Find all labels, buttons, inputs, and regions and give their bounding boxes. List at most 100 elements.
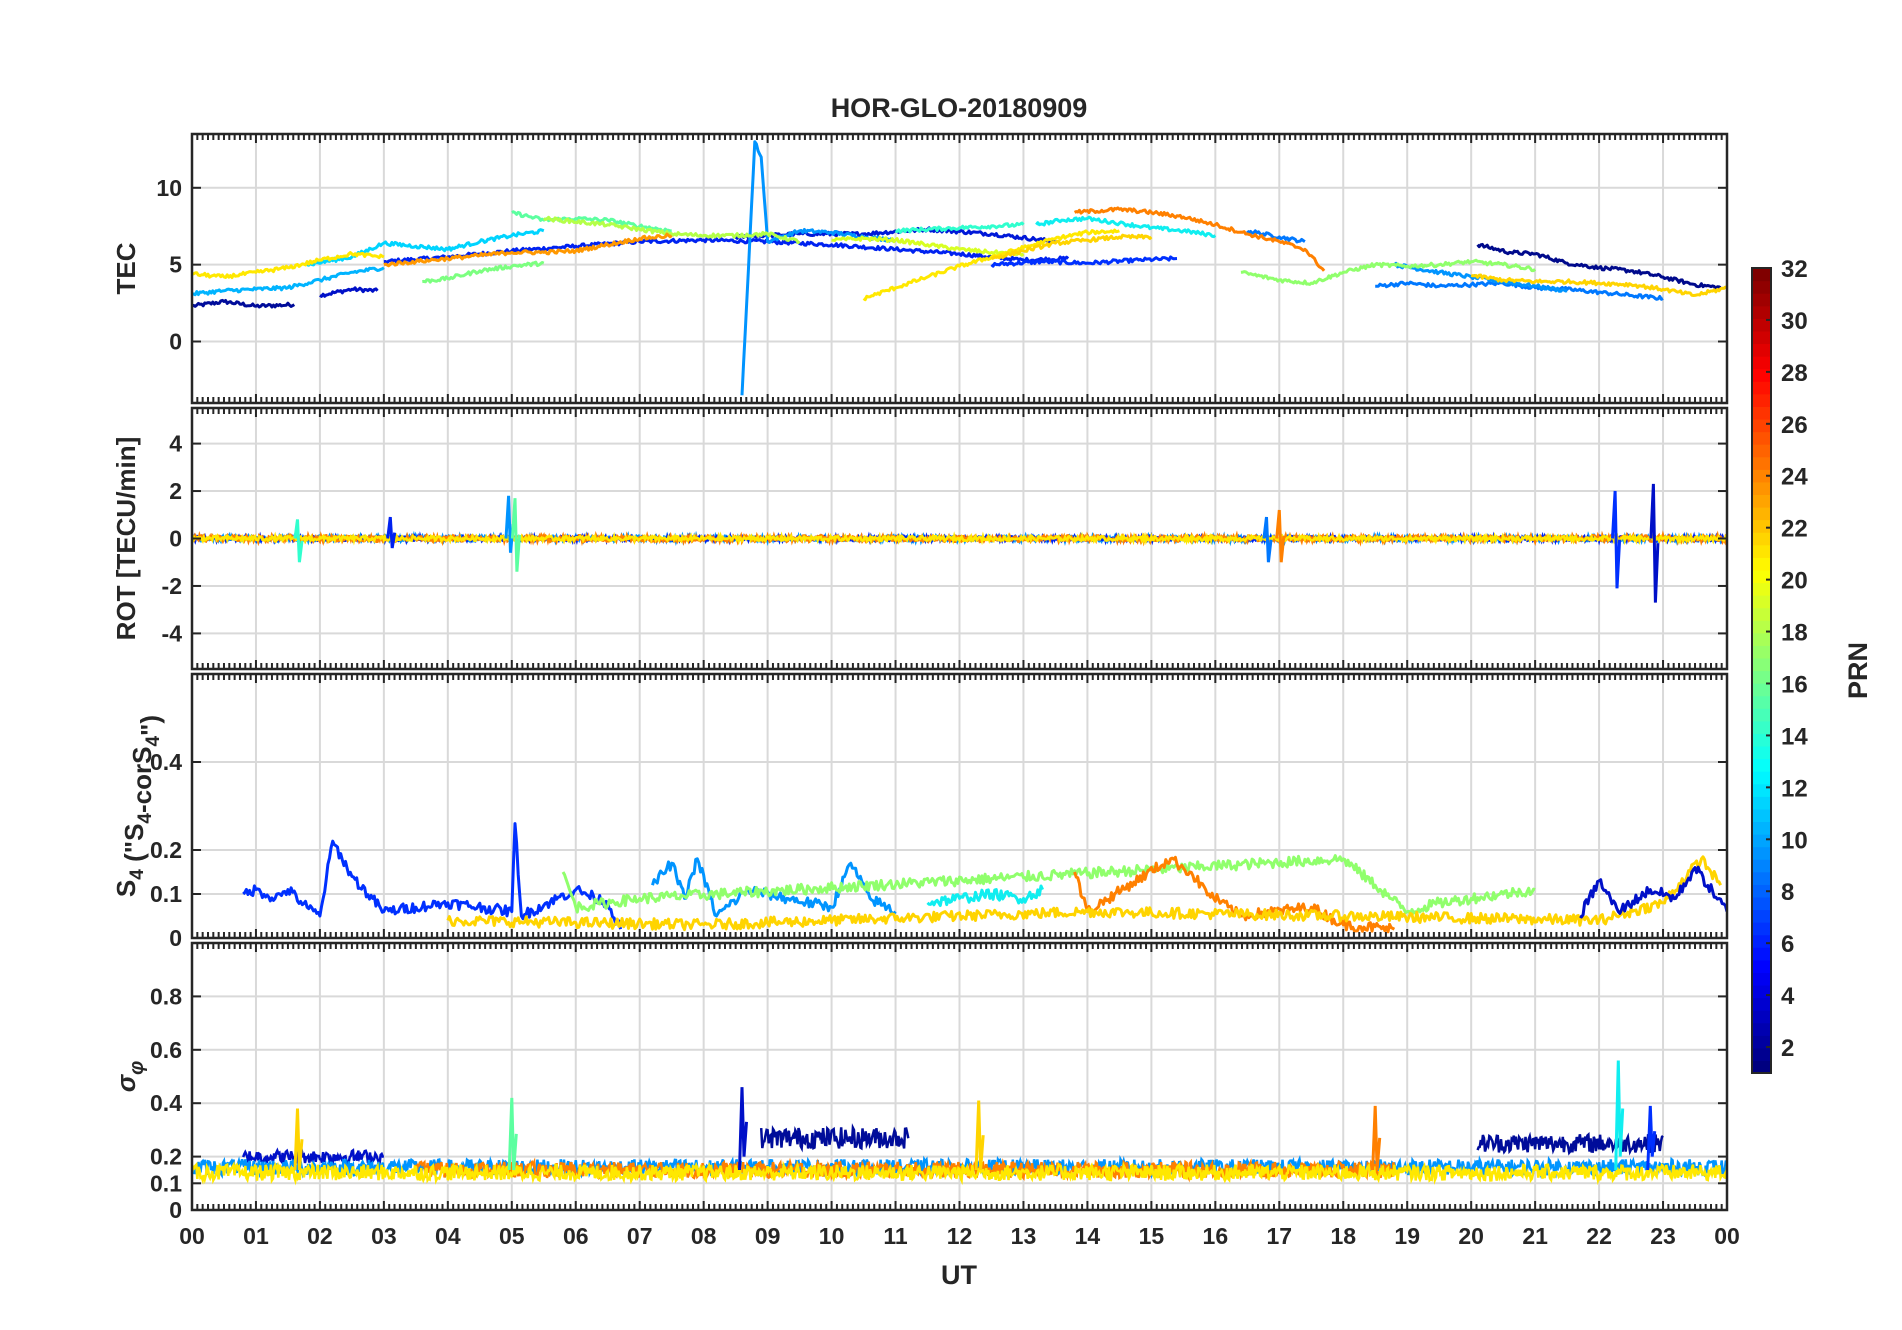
series-prn-15: [422, 260, 545, 284]
colorbar-tick-label: 32: [1781, 256, 1808, 283]
x-tick-labels: 00 01 02 03 04 05 06 07 08 09 10 11 12 13 14 15 16 17 18 19…: [179, 1223, 1740, 1249]
colorbar-step: [1752, 645, 1771, 659]
colorbar-step: [1752, 657, 1771, 672]
colorbar-step: [1752, 947, 1771, 961]
colorbar-step: [1752, 1022, 1771, 1036]
colorbar-step: [1752, 783, 1771, 797]
tick-marks-tec: [191, 134, 1728, 403]
colorbar-step: [1752, 796, 1771, 810]
colorbar-step: [1752, 481, 1771, 496]
colorbar-step: [1752, 720, 1771, 734]
colorbar-step: [1752, 834, 1771, 848]
spike-rot: [1275, 509, 1286, 563]
spike-sigma: [1614, 1060, 1625, 1171]
plot-area-s4: [242, 822, 1727, 934]
x-tick-label: 19: [1394, 1223, 1420, 1249]
colorbar-tick-label: 8: [1781, 879, 1794, 906]
colorbar-step: [1752, 582, 1771, 596]
colorbar-step: [1752, 506, 1771, 521]
colorbar-tick-label: 24: [1781, 464, 1808, 491]
colorbar-step: [1752, 896, 1771, 911]
colorbar-step: [1752, 922, 1771, 936]
colorbar-tick-label: 2: [1781, 1035, 1794, 1062]
y-tick-label-sigma: 0.2: [150, 1144, 182, 1170]
colorbar-step: [1752, 381, 1771, 395]
x-tick-label: 21: [1522, 1223, 1548, 1249]
x-tick-label: 00: [179, 1223, 205, 1249]
series-prn-5: [990, 255, 1178, 268]
colorbar-step: [1752, 670, 1771, 684]
series-prn-13: [894, 221, 1025, 234]
colorbar-step: [1752, 1010, 1771, 1024]
colorbar-tick-label: 4: [1781, 983, 1795, 1010]
x-tick-label: 12: [947, 1223, 973, 1249]
colorbar-step: [1752, 821, 1771, 835]
colorbar-step: [1752, 859, 1771, 873]
series-prn-24: [1073, 206, 1326, 272]
x-tick-label: 16: [1203, 1223, 1229, 1249]
colorbar-step: [1752, 620, 1771, 634]
plot-area-tec: [192, 140, 1727, 396]
colorbar-step: [1752, 280, 1771, 294]
x-tick-label: 06: [563, 1223, 589, 1249]
y-tick-label-s4: 0.1: [150, 881, 182, 907]
y-tick-label-s4: 0: [169, 925, 182, 951]
grid-s4: [192, 674, 1727, 939]
y-tick-label-sigma: 0.4: [150, 1090, 182, 1116]
colorbar-step: [1752, 595, 1771, 609]
colorbar-step: [1752, 469, 1771, 483]
x-tick-label: 17: [1266, 1223, 1292, 1249]
colorbar-step: [1752, 959, 1771, 973]
tick-marks-rot: [191, 408, 1728, 669]
colorbar-step: [1752, 494, 1771, 508]
colorbar-step: [1752, 884, 1771, 898]
colorbar-step: [1752, 456, 1771, 470]
series-prn-20: [192, 1160, 1727, 1186]
spike-sigma: [293, 1108, 304, 1171]
colorbar-step: [1752, 393, 1771, 407]
spike-rot: [386, 516, 397, 549]
y-tick-label-sigma: 0: [169, 1197, 182, 1223]
panel-s4: 0 0.1 0.2 0.4S4 ("S4-corS4"): [111, 672, 1729, 951]
colorbar-tick-label: 20: [1781, 568, 1808, 595]
spike-rot: [293, 519, 304, 563]
colorbar-step: [1752, 293, 1771, 307]
y-tick-label-sigma: 0.6: [150, 1037, 182, 1063]
colorbar-step: [1752, 909, 1771, 923]
x-tick-label: 10: [819, 1223, 845, 1249]
colorbar-step: [1752, 343, 1771, 357]
colorbar-step: [1752, 330, 1771, 345]
series-prn-16: [1240, 258, 1537, 286]
colorbar-tick-label: 18: [1781, 620, 1808, 647]
colorbar-step: [1752, 934, 1771, 948]
series-prn-8: [1375, 280, 1664, 301]
colorbar-step: [1752, 733, 1771, 747]
y-tick-label-rot: 2: [169, 478, 182, 504]
y-tick-label-rot: 4: [169, 431, 182, 457]
colorbar-step: [1752, 268, 1771, 282]
colorbar-tick-label: 16: [1781, 671, 1808, 698]
series-prn-21: [1470, 273, 1727, 297]
colorbar-step: [1752, 318, 1771, 332]
colorbar-tick-label: 14: [1781, 723, 1808, 750]
x-tick-label: 15: [1139, 1223, 1165, 1249]
x-tick-label: 02: [307, 1223, 333, 1249]
spike-rot: [1262, 516, 1273, 563]
y-tick-label-rot: -2: [162, 573, 182, 599]
colorbar-step: [1752, 984, 1771, 999]
colorbar-step: [1752, 444, 1771, 458]
spike-rot: [504, 495, 515, 553]
tick-marks-sigma: [191, 943, 1728, 1211]
colorbar-tick-label: 26: [1781, 412, 1808, 439]
series-prn-3: [319, 286, 379, 298]
x-tick-label: 07: [627, 1223, 653, 1249]
y-tick-label-tec: 10: [156, 175, 182, 201]
spike-sigma: [507, 1097, 518, 1171]
colorbar-step: [1752, 356, 1771, 370]
series-prn-9: [651, 857, 897, 918]
y-tick-label-sigma: 0.1: [150, 1170, 182, 1196]
colorbar-step: [1752, 846, 1771, 860]
spike-rot: [510, 498, 521, 572]
series-prn-11: [306, 228, 545, 267]
colorbar-step: [1752, 406, 1771, 420]
